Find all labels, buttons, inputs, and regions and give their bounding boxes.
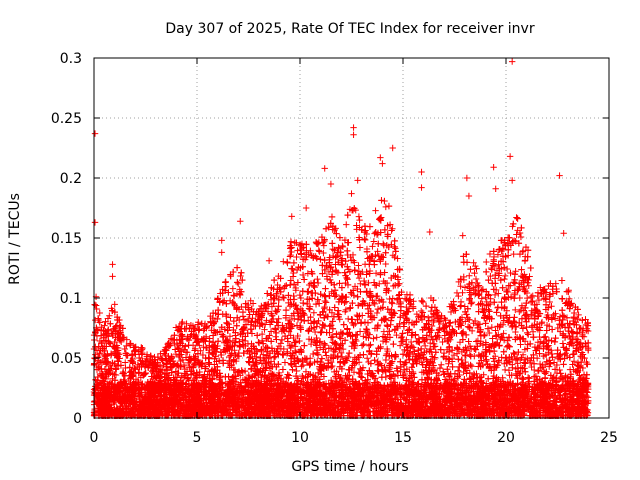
data-point [525, 282, 532, 289]
data-point [293, 367, 300, 375]
data-point [470, 259, 477, 266]
data-point [510, 250, 517, 258]
data-point [370, 335, 377, 342]
data-point [320, 308, 327, 315]
data-point [408, 342, 415, 350]
data-point [355, 274, 363, 282]
data-point [101, 322, 108, 329]
data-point [272, 333, 279, 340]
data-point [501, 366, 509, 374]
data-point [472, 275, 480, 283]
data-point [501, 275, 508, 283]
data-point [438, 361, 445, 368]
data-point [270, 354, 278, 361]
data-point [339, 243, 347, 251]
data-point [355, 262, 362, 269]
data-point [394, 255, 401, 262]
data-point [374, 367, 381, 374]
data-point [369, 243, 376, 250]
data-point [235, 280, 242, 288]
data-point [356, 328, 364, 335]
data-point [562, 350, 569, 357]
data-point [355, 213, 363, 220]
data-points [90, 58, 592, 419]
data-point [356, 216, 363, 224]
data-point [373, 334, 380, 341]
data-point [106, 312, 113, 319]
data-point [570, 358, 578, 365]
data-point [419, 309, 426, 316]
data-point [503, 265, 511, 273]
data-point [96, 309, 103, 317]
data-point [123, 342, 130, 350]
data-point [286, 253, 294, 260]
data-point [310, 309, 318, 316]
data-point [190, 361, 198, 368]
data-point [372, 207, 379, 214]
data-point [413, 310, 421, 318]
data-point [314, 275, 321, 283]
data-point [421, 342, 429, 350]
data-point [491, 291, 499, 299]
data-point [318, 328, 325, 336]
data-point [425, 314, 432, 321]
data-point [229, 285, 237, 292]
data-point [483, 258, 490, 266]
data-point [280, 351, 287, 359]
data-point [501, 272, 509, 280]
data-point [378, 362, 385, 369]
data-point [333, 330, 340, 337]
data-point [237, 272, 244, 280]
data-point [264, 308, 272, 315]
data-point [488, 324, 496, 331]
data-point [287, 251, 294, 259]
data-point [343, 221, 350, 228]
data-point [534, 339, 542, 346]
data-point [382, 203, 389, 211]
